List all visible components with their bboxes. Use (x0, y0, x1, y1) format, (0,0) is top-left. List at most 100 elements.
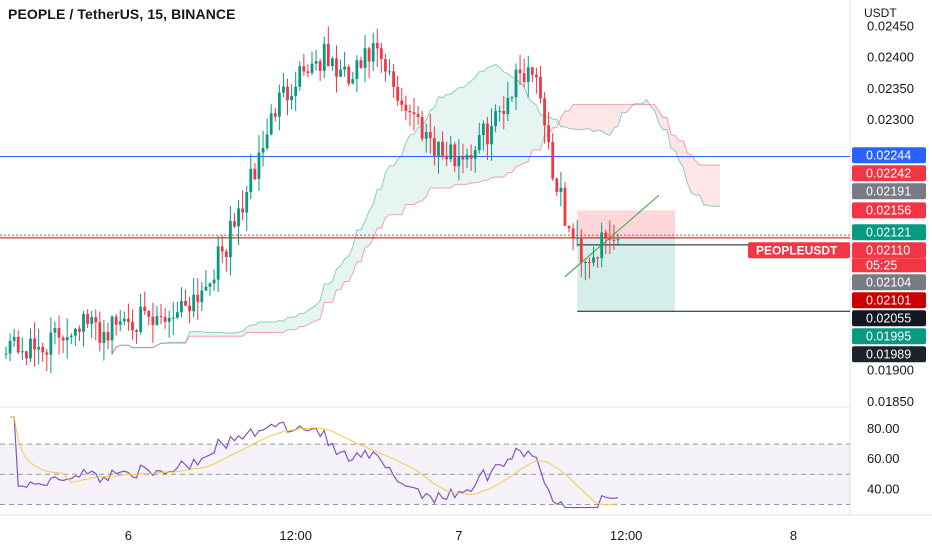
candle-body (453, 144, 457, 167)
candle-body (73, 328, 77, 336)
candle-body (359, 60, 363, 68)
candle-body (298, 66, 302, 87)
cloud-segment (348, 247, 353, 282)
candle-body (94, 317, 98, 323)
candle-body (588, 261, 591, 263)
candle-body (188, 305, 191, 312)
candle-body (339, 69, 342, 77)
candle-body (302, 66, 306, 72)
candle-body (282, 86, 285, 93)
candle-body (57, 328, 61, 338)
cloud-segment (622, 104, 627, 113)
candle-body (371, 43, 375, 62)
cloud-segment (699, 165, 704, 205)
candle-body (457, 156, 461, 167)
price-badge-bg (852, 292, 926, 309)
cloud-segment (303, 310, 308, 327)
cloud-segment (679, 140, 684, 168)
cloud-segment (662, 117, 667, 130)
symbol-label: PEOPLEUSDT (756, 243, 838, 257)
cloud-segment (373, 189, 378, 239)
cloud-segment (377, 189, 382, 229)
symbol-label-bg (748, 242, 850, 259)
cloud-segment (491, 64, 496, 178)
candle-body (424, 131, 428, 139)
price-badge-bg (852, 165, 926, 182)
price-badge-text: 0.02110 (866, 243, 910, 257)
cloud-segment (471, 77, 476, 183)
cloud-segment (703, 165, 708, 206)
candle-body (110, 316, 114, 341)
candle-body (465, 155, 469, 160)
candle-body (261, 148, 265, 153)
candle-body (600, 232, 604, 258)
rsi-ma-line (10, 416, 619, 506)
price-badge: 0.02242 (852, 165, 926, 182)
candle-body (220, 246, 224, 252)
candle-body (326, 43, 330, 67)
price-tick-label: 0.02300 (867, 112, 914, 127)
candle-body (400, 100, 404, 105)
cloud-segment (715, 165, 720, 207)
candle-body (547, 125, 551, 142)
candle-body (8, 340, 12, 354)
candle-body (269, 113, 273, 135)
cloud-segment (312, 304, 317, 323)
candle-body (286, 86, 289, 101)
cloud-segment (414, 127, 419, 205)
candle-body (45, 352, 49, 355)
candle-body (567, 225, 571, 229)
cloud-segment (601, 104, 606, 135)
cloud-segment (181, 342, 186, 344)
cloud-segment (507, 73, 512, 173)
price-badge: 0.02055 (852, 310, 926, 327)
candle-body (335, 58, 338, 77)
cloud-segment (675, 135, 680, 161)
candle-body (171, 317, 175, 319)
candle-body (469, 155, 473, 159)
candle-body (559, 187, 563, 193)
cloud-segment (613, 104, 618, 129)
candle-body (200, 290, 204, 303)
cloud-segment (389, 165, 394, 215)
time-tick-label: 7 (455, 528, 462, 543)
cloud-segment (332, 269, 337, 303)
cloud-segment (291, 316, 296, 330)
candle-body (490, 126, 493, 145)
cloud-segment (214, 332, 219, 337)
rsi-tick-label: 60.00 (867, 451, 900, 466)
cloud-segment (401, 142, 406, 215)
cloud-segment (446, 94, 451, 188)
price-badge-bg (852, 224, 926, 241)
price-badge: 0.02191 (852, 183, 926, 200)
candle-body (265, 134, 269, 149)
cloud-segment (434, 96, 439, 188)
candle-body (518, 69, 522, 74)
candle-body (592, 257, 595, 263)
cloud-segment (226, 332, 231, 337)
candle-body (147, 310, 151, 317)
candle-body (25, 351, 28, 359)
price-tick-label: 0.01850 (867, 394, 914, 409)
candle-body (12, 336, 16, 341)
cloud-segment (487, 66, 492, 181)
cloud-segment (573, 104, 578, 130)
candle-body (473, 150, 477, 159)
cloud-segment (307, 307, 312, 325)
cloud-segment (409, 133, 414, 205)
candle-body (310, 63, 314, 73)
candle-body (551, 141, 555, 179)
candles (4, 26, 620, 374)
candle-body (616, 239, 620, 241)
candle-body (530, 67, 534, 75)
candle-body (233, 221, 236, 227)
cloud-segment (173, 342, 178, 344)
cloud-segment (687, 152, 692, 193)
candle-body (273, 113, 277, 117)
cloud-segment (581, 104, 586, 130)
price-badge-text: 0.01995 (866, 329, 911, 343)
cloud-segment (467, 80, 472, 185)
price-tick-label: 0.01900 (867, 363, 914, 378)
candle-body (159, 316, 163, 318)
